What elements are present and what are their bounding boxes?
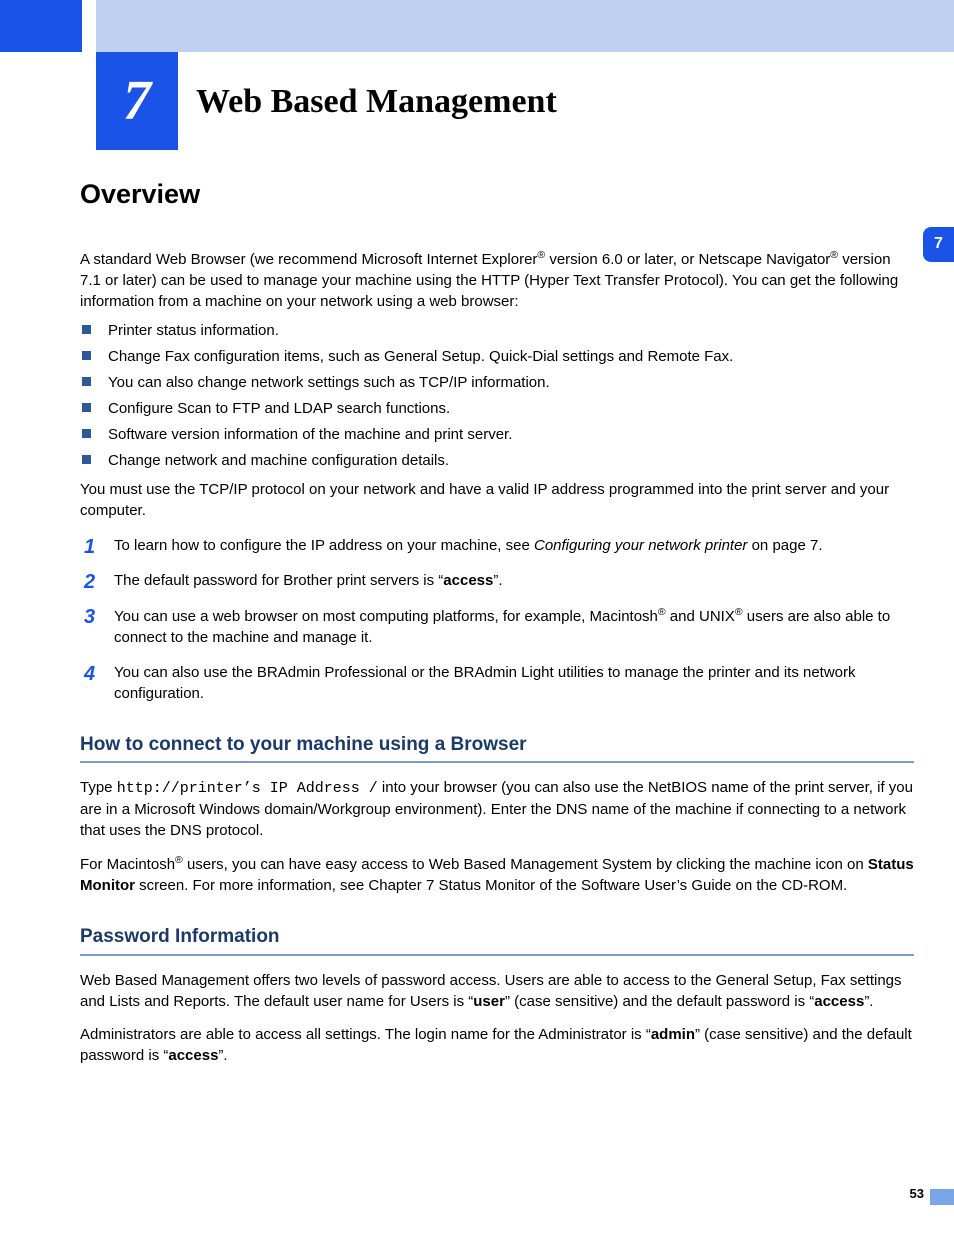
- list-item: You can also change network settings suc…: [80, 372, 914, 393]
- overview-bullet-list: Printer status information. Change Fax c…: [80, 320, 914, 471]
- bullet-text: Software version information of the mach…: [108, 426, 512, 443]
- connect-p2: For Macintosh® users, you can have easy …: [80, 853, 914, 896]
- step-text: You can also use the BRAdmin Professiona…: [114, 664, 856, 702]
- overview-after-bullets: You must use the TCP/IP protocol on your…: [80, 479, 914, 521]
- step-number: 1: [84, 533, 95, 561]
- side-tab-chapter: 7: [923, 227, 954, 262]
- overview-steps: 1 To learn how to configure the IP addres…: [80, 535, 914, 704]
- list-item: Software version information of the mach…: [80, 424, 914, 445]
- step-text: The default password for Brother print s…: [114, 572, 503, 589]
- step-number: 3: [84, 603, 95, 631]
- list-item: Configure Scan to FTP and LDAP search fu…: [80, 398, 914, 419]
- password-p1: Web Based Management offers two levels o…: [80, 970, 914, 1012]
- bullet-square-icon: [82, 403, 91, 412]
- bullet-text: You can also change network settings suc…: [108, 374, 550, 391]
- list-item: Change network and machine configuration…: [80, 450, 914, 471]
- bullet-square-icon: [82, 429, 91, 438]
- step-text: To learn how to configure the IP address…: [114, 537, 823, 554]
- bullet-square-icon: [82, 325, 91, 334]
- bullet-text: Configure Scan to FTP and LDAP search fu…: [108, 400, 450, 417]
- step-number: 4: [84, 660, 95, 688]
- connect-heading: How to connect to your machine using a B…: [80, 732, 914, 764]
- list-item: Change Fax configuration items, such as …: [80, 346, 914, 367]
- chapter-title: Web Based Management: [196, 78, 557, 126]
- bullet-square-icon: [82, 455, 91, 464]
- step-item: 3 You can use a web browser on most compu…: [80, 605, 914, 648]
- step-number: 2: [84, 568, 95, 596]
- bullet-text: Printer status information.: [108, 322, 279, 339]
- step-text: You can use a web browser on most comput…: [114, 608, 890, 646]
- bullet-text: Change Fax configuration items, such as …: [108, 348, 733, 365]
- page-number: 53: [910, 1185, 924, 1203]
- bullet-text: Change network and machine configuration…: [108, 452, 449, 469]
- page-content: Overview A standard Web Browser (we reco…: [80, 176, 914, 1074]
- header-band: [96, 0, 954, 52]
- password-heading: Password Information: [80, 924, 914, 956]
- list-item: Printer status information.: [80, 320, 914, 341]
- bullet-square-icon: [82, 351, 91, 360]
- overview-heading: Overview: [80, 176, 914, 214]
- chapter-number-block: 7: [96, 52, 178, 150]
- bullet-square-icon: [82, 377, 91, 386]
- page-corner-accent: [930, 1189, 954, 1205]
- header-corner-square: [0, 0, 82, 52]
- step-item: 4 You can also use the BRAdmin Profession…: [80, 662, 914, 704]
- step-item: 2The default password for Brother print …: [80, 570, 914, 591]
- overview-intro: A standard Web Browser (we recommend Mic…: [80, 248, 914, 312]
- step-item: 1To learn how to configure the IP addres…: [80, 535, 914, 556]
- connect-p1: Type http://printer’s IP Address / into …: [80, 777, 914, 841]
- password-p2: Administrators are able to access all se…: [80, 1024, 914, 1066]
